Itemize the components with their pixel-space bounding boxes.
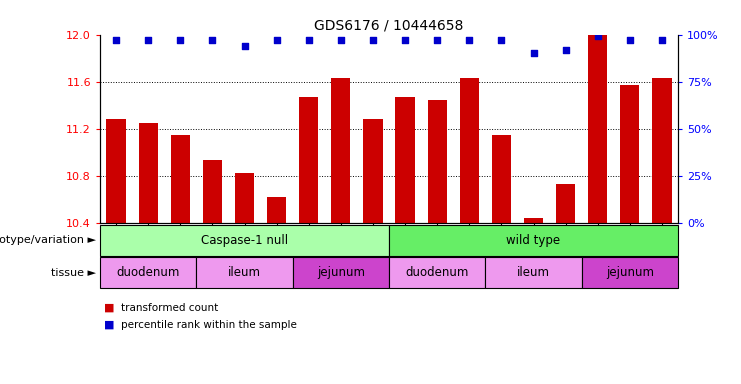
Bar — [524, 218, 543, 223]
Bar — [139, 123, 158, 223]
Point — [496, 37, 508, 43]
Bar — [363, 119, 382, 223]
Bar — [396, 97, 415, 223]
Text: ■: ■ — [104, 320, 114, 330]
Bar — [203, 161, 222, 223]
Bar — [389, 225, 678, 256]
Bar — [492, 134, 511, 223]
Bar — [459, 78, 479, 223]
Bar — [107, 119, 126, 223]
Point — [207, 37, 219, 43]
Text: wild type: wild type — [506, 234, 561, 247]
Bar — [100, 225, 389, 256]
Text: jejunum: jejunum — [317, 266, 365, 279]
Point — [303, 37, 315, 43]
Bar — [582, 257, 678, 288]
Bar — [100, 257, 196, 288]
Point — [142, 37, 154, 43]
Text: jejunum: jejunum — [606, 266, 654, 279]
Point — [559, 46, 571, 53]
Point — [239, 43, 250, 49]
Point — [624, 37, 636, 43]
Bar — [235, 173, 254, 223]
Text: ileum: ileum — [228, 266, 261, 279]
Bar — [588, 35, 608, 223]
Bar — [170, 134, 190, 223]
Point — [367, 37, 379, 43]
Point — [528, 50, 539, 56]
Bar — [267, 197, 286, 223]
Bar — [331, 78, 350, 223]
Text: percentile rank within the sample: percentile rank within the sample — [121, 320, 296, 330]
Bar — [299, 97, 319, 223]
Bar — [196, 257, 293, 288]
Bar — [428, 101, 447, 223]
Point — [399, 37, 411, 43]
Text: ileum: ileum — [517, 266, 550, 279]
Point — [270, 37, 282, 43]
Text: Caspase-1 null: Caspase-1 null — [201, 234, 288, 247]
Point — [110, 37, 122, 43]
Point — [335, 37, 347, 43]
Point — [174, 37, 186, 43]
Bar — [652, 78, 671, 223]
Text: duodenum: duodenum — [405, 266, 469, 279]
Text: genotype/variation ►: genotype/variation ► — [0, 235, 96, 245]
Text: ■: ■ — [104, 303, 114, 313]
Text: transformed count: transformed count — [121, 303, 218, 313]
Point — [656, 37, 668, 43]
Bar — [485, 257, 582, 288]
Text: tissue ►: tissue ► — [51, 268, 96, 278]
Bar — [556, 184, 575, 223]
Bar — [389, 257, 485, 288]
Bar — [620, 85, 639, 223]
Point — [463, 37, 475, 43]
Bar — [293, 257, 389, 288]
Text: duodenum: duodenum — [116, 266, 180, 279]
Point — [592, 33, 604, 40]
Title: GDS6176 / 10444658: GDS6176 / 10444658 — [314, 18, 464, 32]
Point — [431, 37, 443, 43]
